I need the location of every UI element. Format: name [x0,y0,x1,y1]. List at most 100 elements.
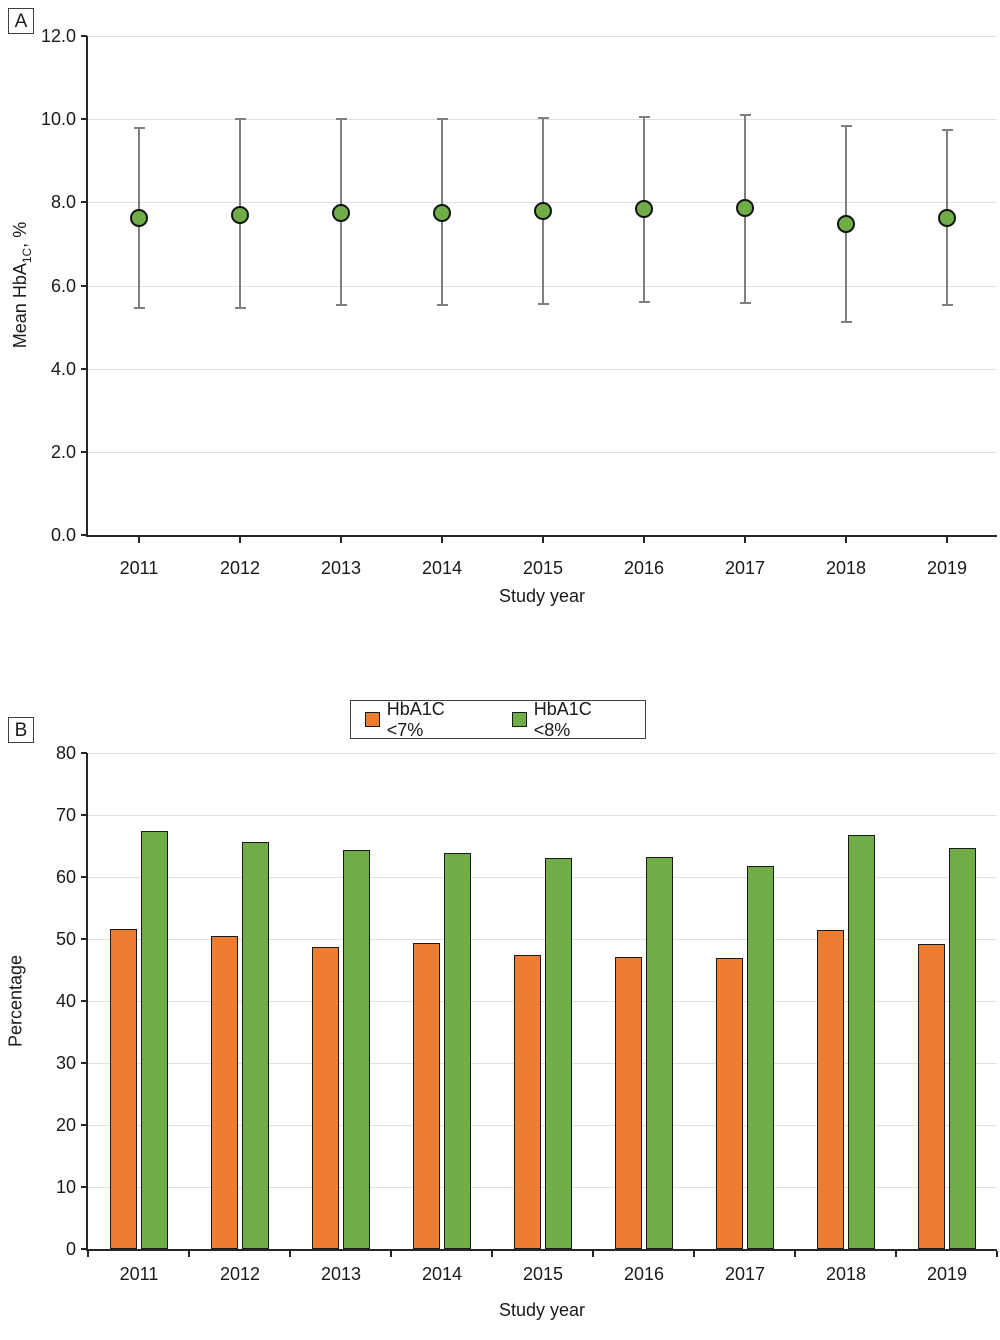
error-bar-bottom-cap [437,304,448,306]
x-axis-tick [542,537,544,543]
data-point-marker [231,206,249,224]
error-bar-top-cap [740,114,751,116]
panel-b-x-axis-title: Study year [498,1300,586,1320]
bar-hba1c-lt8 [141,831,168,1249]
x-axis-tick [946,537,948,543]
legend-item-hba1c-lt7: HbA1C <7% [365,699,484,741]
legend: HbA1C <7% HbA1C <8% [350,699,646,741]
x-axis-tick [491,1251,493,1257]
y-axis-tick-label: 12.0 [40,26,76,46]
x-axis-tick-label: 2015 [522,558,564,578]
error-bar-bottom-cap [538,303,549,305]
gridline [88,369,997,370]
error-bar-bottom-cap [336,304,347,306]
gridline [88,1063,997,1064]
x-axis-tick [794,1251,796,1257]
x-axis-tick [239,537,241,543]
x-axis-tick [87,1251,89,1257]
x-axis-tick-label: 2019 [926,1264,968,1284]
error-bar-top-cap [336,118,347,120]
y-axis-tick [81,814,87,816]
bar-hba1c-lt8 [949,848,976,1249]
gridline [88,1125,997,1126]
x-axis-tick-label: 2011 [119,1264,159,1284]
x-axis-tick [390,1251,392,1257]
bar-hba1c-lt7 [211,936,238,1249]
gridline [88,815,997,816]
error-bar-top-cap [235,118,246,120]
x-axis-tick [693,1251,695,1257]
x-axis-tick-label: 2018 [825,558,867,578]
data-point-marker [635,200,653,218]
gridline [88,36,997,37]
panel-a-y-axis-title-subscript: 1C [19,247,34,264]
x-axis-tick [744,537,746,543]
error-bar-top-cap [538,117,549,119]
y-axis-line [86,36,88,537]
y-axis-tick-label: 2.0 [50,442,76,462]
gridline [88,1187,997,1188]
gridline [88,1001,997,1002]
x-axis-tick [289,1251,291,1257]
y-axis-line [86,753,88,1251]
y-axis-tick [81,118,87,120]
bar-hba1c-lt8 [848,835,875,1249]
x-axis-tick-label: 2013 [320,1264,362,1284]
x-axis-tick-label: 2015 [522,1264,564,1284]
error-bar-bottom-cap [841,321,852,323]
legend-swatch-green-icon [512,712,527,727]
y-axis-tick-label: 40 [55,991,76,1011]
x-axis-tick [592,1251,594,1257]
x-axis-tick [340,537,342,543]
y-axis-tick [81,285,87,287]
y-axis-tick [81,1000,87,1002]
y-axis-tick-label: 4.0 [50,359,76,379]
x-axis-tick [895,1251,897,1257]
x-axis-tick [996,1251,998,1257]
y-axis-tick-label: 10 [55,1177,76,1197]
x-axis-tick-label: 2014 [421,1264,463,1284]
error-bar-bottom-cap [639,301,650,303]
x-axis-tick-label: 2016 [623,1264,665,1284]
bar-hba1c-lt7 [413,943,440,1249]
y-axis-tick-label: 50 [55,929,76,949]
x-axis-line [86,535,997,537]
panel-a-label: A [8,8,34,34]
x-axis-tick-label: 2017 [724,558,766,578]
data-point-marker [837,215,855,233]
y-axis-tick [81,35,87,37]
bar-hba1c-lt7 [918,944,945,1249]
data-point-marker [736,199,754,217]
y-axis-tick-label: 20 [55,1115,76,1135]
y-axis-tick-label: 0.0 [50,525,76,545]
data-point-marker [332,204,350,222]
bar-hba1c-lt8 [242,842,269,1249]
y-axis-tick [81,1248,87,1250]
y-axis-tick [81,1124,87,1126]
bar-hba1c-lt7 [716,958,743,1249]
panel-a-x-axis-title: Study year [498,586,586,606]
x-axis-tick-label: 2019 [926,558,968,578]
error-bar-top-cap [437,118,448,120]
error-bar-bottom-cap [134,307,145,309]
x-axis-tick-label: 2018 [825,1264,867,1284]
error-bar-top-cap [639,116,650,118]
bar-hba1c-lt7 [312,947,339,1249]
x-axis-tick [138,537,140,543]
bar-hba1c-lt8 [646,857,673,1249]
gridline [88,452,997,453]
data-point-marker [433,204,451,222]
y-axis-tick-label: 80 [55,743,76,763]
y-axis-tick [81,938,87,940]
legend-swatch-orange-icon [365,712,380,727]
panel-a-y-axis-title-suffix: , % [10,221,31,248]
x-axis-tick-label: 2013 [320,558,362,578]
y-axis-tick-label: 6.0 [50,276,76,296]
legend-item-hba1c-lt8: HbA1C <8% [512,699,631,741]
panel-b-y-axis-title: Percentage [5,954,26,1048]
gridline [88,753,997,754]
x-axis-tick-label: 2017 [724,1264,766,1284]
x-axis-tick-label: 2014 [421,558,463,578]
gridline [88,877,997,878]
y-axis-tick [81,534,87,536]
